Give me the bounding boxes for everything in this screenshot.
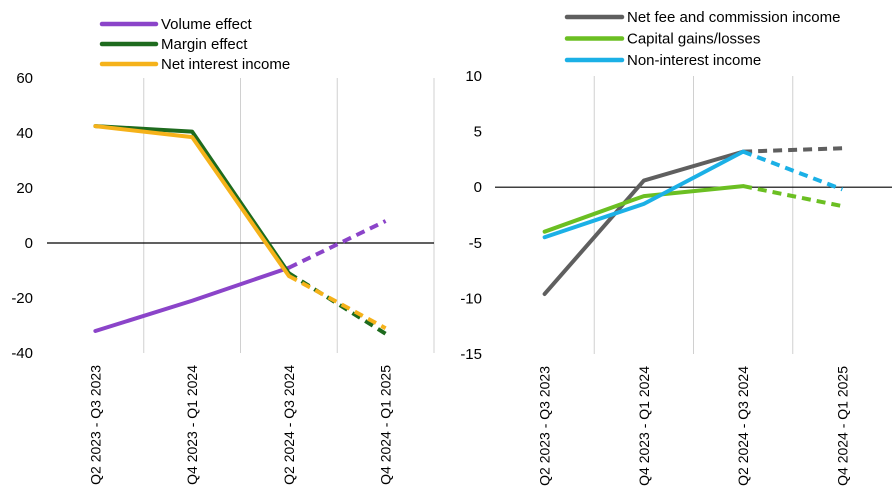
legend-label: Net interest income <box>161 56 290 73</box>
y-tick-label: 60 <box>16 70 33 87</box>
x-tick-label: Q2 2024 - Q3 2024 <box>281 365 297 485</box>
legend-label: Volume effect <box>161 16 252 33</box>
legend-label: Non-interest income <box>627 52 761 69</box>
y-tick-label: -5 <box>469 235 482 252</box>
series-projection-3 <box>287 274 387 331</box>
y-tick-label: 20 <box>16 180 33 197</box>
y-tick-label: 40 <box>16 125 33 142</box>
y-tick-label: 0 <box>25 235 33 252</box>
x-tick-label: Q2 2023 - Q3 2023 <box>537 366 553 486</box>
legend-label: Margin effect <box>161 36 248 53</box>
y-tick-label: -15 <box>460 346 482 363</box>
series-line-1 <box>542 149 746 296</box>
y-tick-label: -40 <box>11 345 33 362</box>
series-line-1 <box>93 265 291 333</box>
x-tick-label: Q4 2024 - Q1 2025 <box>834 366 850 486</box>
series-projection-1 <box>288 219 387 270</box>
chart-panel-2: -15 -10 -5 0 5 10 Q2 2023 - Q3 2023 Q4 2023 - Q… <box>460 9 892 486</box>
x-tick-label: Q2 2023 - Q3 2023 <box>87 365 103 485</box>
legend-label: Capital gains/losses <box>627 31 760 48</box>
y-tick-label: 0 <box>474 179 482 196</box>
x-tick-label: Q4 2024 - Q1 2025 <box>378 365 394 485</box>
series-projection-1 <box>743 146 843 154</box>
series-line-2 <box>542 184 746 234</box>
chart-panel-1: -40 -20 0 20 40 60 Q2 2023 - Q3 2023 Q4 2023 - … <box>11 16 435 485</box>
series-line-3 <box>93 124 291 278</box>
x-tick-label: Q2 2024 - Q3 2024 <box>735 366 751 486</box>
y-tick-label: 10 <box>465 68 482 85</box>
series-projection-3 <box>742 149 844 192</box>
series-line-2 <box>93 124 291 276</box>
series-projection-2 <box>742 184 843 209</box>
x-tick-label: Q4 2023 - Q1 2024 <box>184 365 200 485</box>
x-tick-label: Q4 2023 - Q1 2024 <box>636 366 652 486</box>
legend-label: Net fee and commission income <box>627 9 840 26</box>
y-tick-label: -20 <box>11 290 33 307</box>
series-line-3 <box>542 149 746 240</box>
y-tick-label: -10 <box>460 290 482 307</box>
y-tick-label: 5 <box>474 124 482 141</box>
